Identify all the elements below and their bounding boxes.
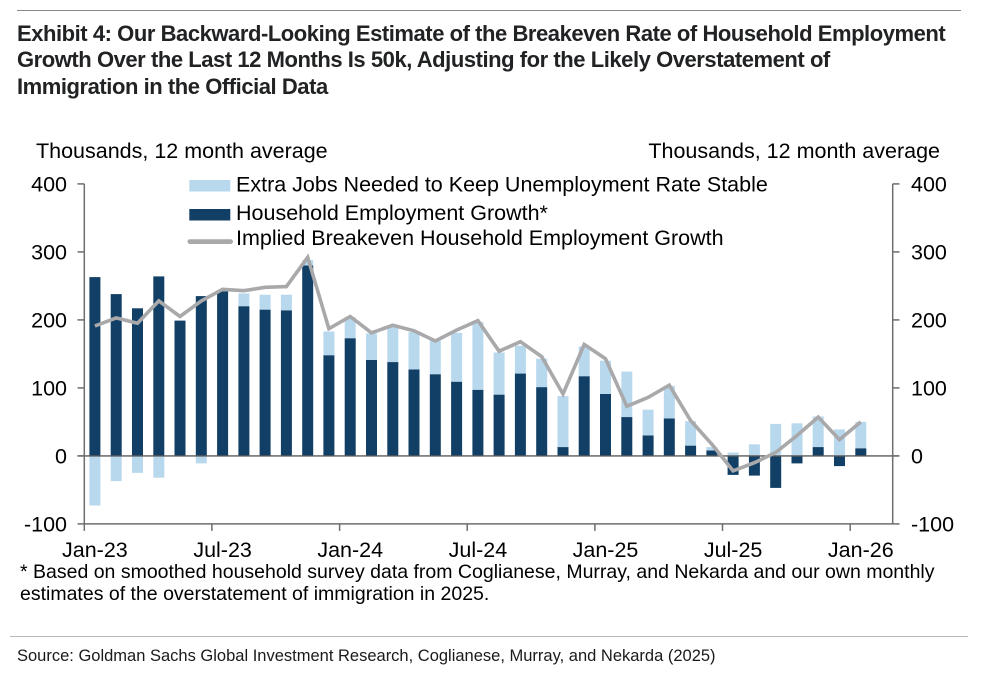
svg-text:Implied Breakeven Household Em: Implied Breakeven Household Employment G… xyxy=(236,226,724,250)
svg-text:-100: -100 xyxy=(24,512,67,536)
svg-text:Jan-23: Jan-23 xyxy=(62,538,128,562)
svg-text:0: 0 xyxy=(55,444,67,468)
svg-text:400: 400 xyxy=(911,172,947,196)
svg-text:Thousands, 12 month average: Thousands, 12 month average xyxy=(648,139,940,163)
svg-text:Thousands, 12 month average: Thousands, 12 month average xyxy=(36,139,328,163)
svg-text:-100: -100 xyxy=(911,512,954,536)
svg-text:300: 300 xyxy=(911,240,947,264)
svg-text:200: 200 xyxy=(911,308,947,332)
svg-text:Household Employment Growth*: Household Employment Growth* xyxy=(236,201,549,225)
svg-text:Jul-25: Jul-25 xyxy=(704,538,763,562)
svg-text:400: 400 xyxy=(31,172,67,196)
svg-text:0: 0 xyxy=(911,444,923,468)
svg-text:Jan-24: Jan-24 xyxy=(317,538,383,562)
svg-text:200: 200 xyxy=(31,308,67,332)
svg-text:Jan-26: Jan-26 xyxy=(828,538,894,562)
svg-text:100: 100 xyxy=(31,376,67,400)
svg-text:Jul-24: Jul-24 xyxy=(449,538,508,562)
svg-text:300: 300 xyxy=(31,240,67,264)
svg-text:Jul-23: Jul-23 xyxy=(193,538,252,562)
svg-text:100: 100 xyxy=(911,376,947,400)
svg-text:Jan-25: Jan-25 xyxy=(573,538,639,562)
svg-text:Extra Jobs Needed to Keep Unem: Extra Jobs Needed to Keep Unemployment R… xyxy=(236,173,768,197)
